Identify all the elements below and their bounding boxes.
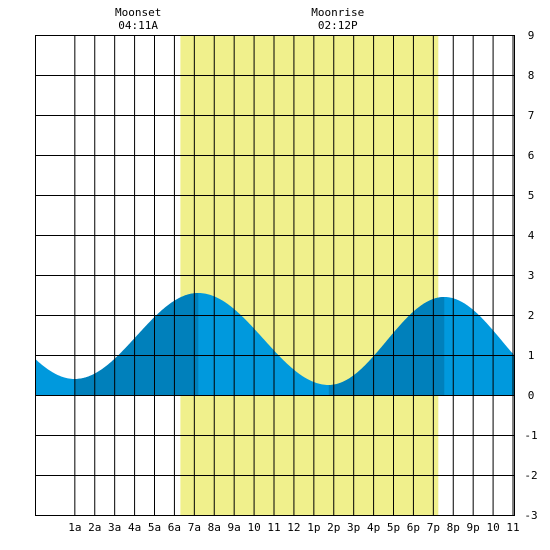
y-tick-label: -1: [524, 429, 537, 442]
x-tick-label: 9a: [228, 521, 241, 534]
y-tick-label: 8: [528, 69, 535, 82]
y-tick-label: 5: [528, 189, 535, 202]
x-tick-label: 4p: [367, 521, 380, 534]
y-tick-label: 4: [528, 229, 535, 242]
moon-event-name: Moonset: [115, 6, 161, 19]
x-tick-label: 1a: [68, 521, 81, 534]
y-axis-tick-labels: -3 -2 -1 0 1 2 3 4 5 6 7 8 9: [524, 29, 537, 522]
x-tick-label: 8a: [208, 521, 221, 534]
x-axis-tick-labels: 1a 2a 3a 4a 5a 6a 7a 8a 9a 10 11 12 1p 2p 3p 4p 5p 6p 7p 8p…: [68, 521, 519, 534]
x-tick-label: 10: [247, 521, 260, 534]
x-tick-label: 11: [267, 521, 280, 534]
x-tick-label: 1p: [307, 521, 320, 534]
x-tick-label: 4a: [128, 521, 141, 534]
x-tick-label: 2p: [327, 521, 340, 534]
grid-lines: [35, 35, 515, 516]
y-tick-label: 2: [528, 309, 535, 322]
y-tick-label: 3: [528, 269, 535, 282]
moon-event-name: Moonrise: [311, 6, 364, 19]
x-tick-label: 8p: [447, 521, 460, 534]
x-tick-label: 12: [287, 521, 300, 534]
x-tick-label: 2a: [88, 521, 101, 534]
x-tick-label: 7p: [427, 521, 440, 534]
x-tick-label: 9p: [467, 521, 480, 534]
x-tick-label: 5p: [387, 521, 400, 534]
y-tick-label: 1: [528, 349, 535, 362]
moon-event-time: 02:12P: [318, 19, 358, 32]
y-tick-label: 6: [528, 149, 535, 162]
y-tick-label: 9: [528, 29, 535, 42]
x-tick-label: 3p: [347, 521, 360, 534]
y-tick-label: 0: [528, 389, 535, 402]
x-tick-label: 6p: [407, 521, 420, 534]
tide-rising-band: [74, 293, 199, 395]
x-tick-label: 7a: [188, 521, 201, 534]
moon-event-time: 04:11A: [118, 19, 158, 32]
y-tick-label: 7: [528, 109, 535, 122]
x-tick-label: 3a: [108, 521, 121, 534]
x-tick-label: 11: [506, 521, 519, 534]
x-tick-label: 10: [486, 521, 499, 534]
y-tick-label: -3: [524, 509, 537, 522]
tide-rising-band: [328, 297, 445, 395]
x-tick-label: 5a: [148, 521, 161, 534]
x-tick-label: 6a: [168, 521, 181, 534]
y-tick-label: -2: [524, 469, 537, 482]
